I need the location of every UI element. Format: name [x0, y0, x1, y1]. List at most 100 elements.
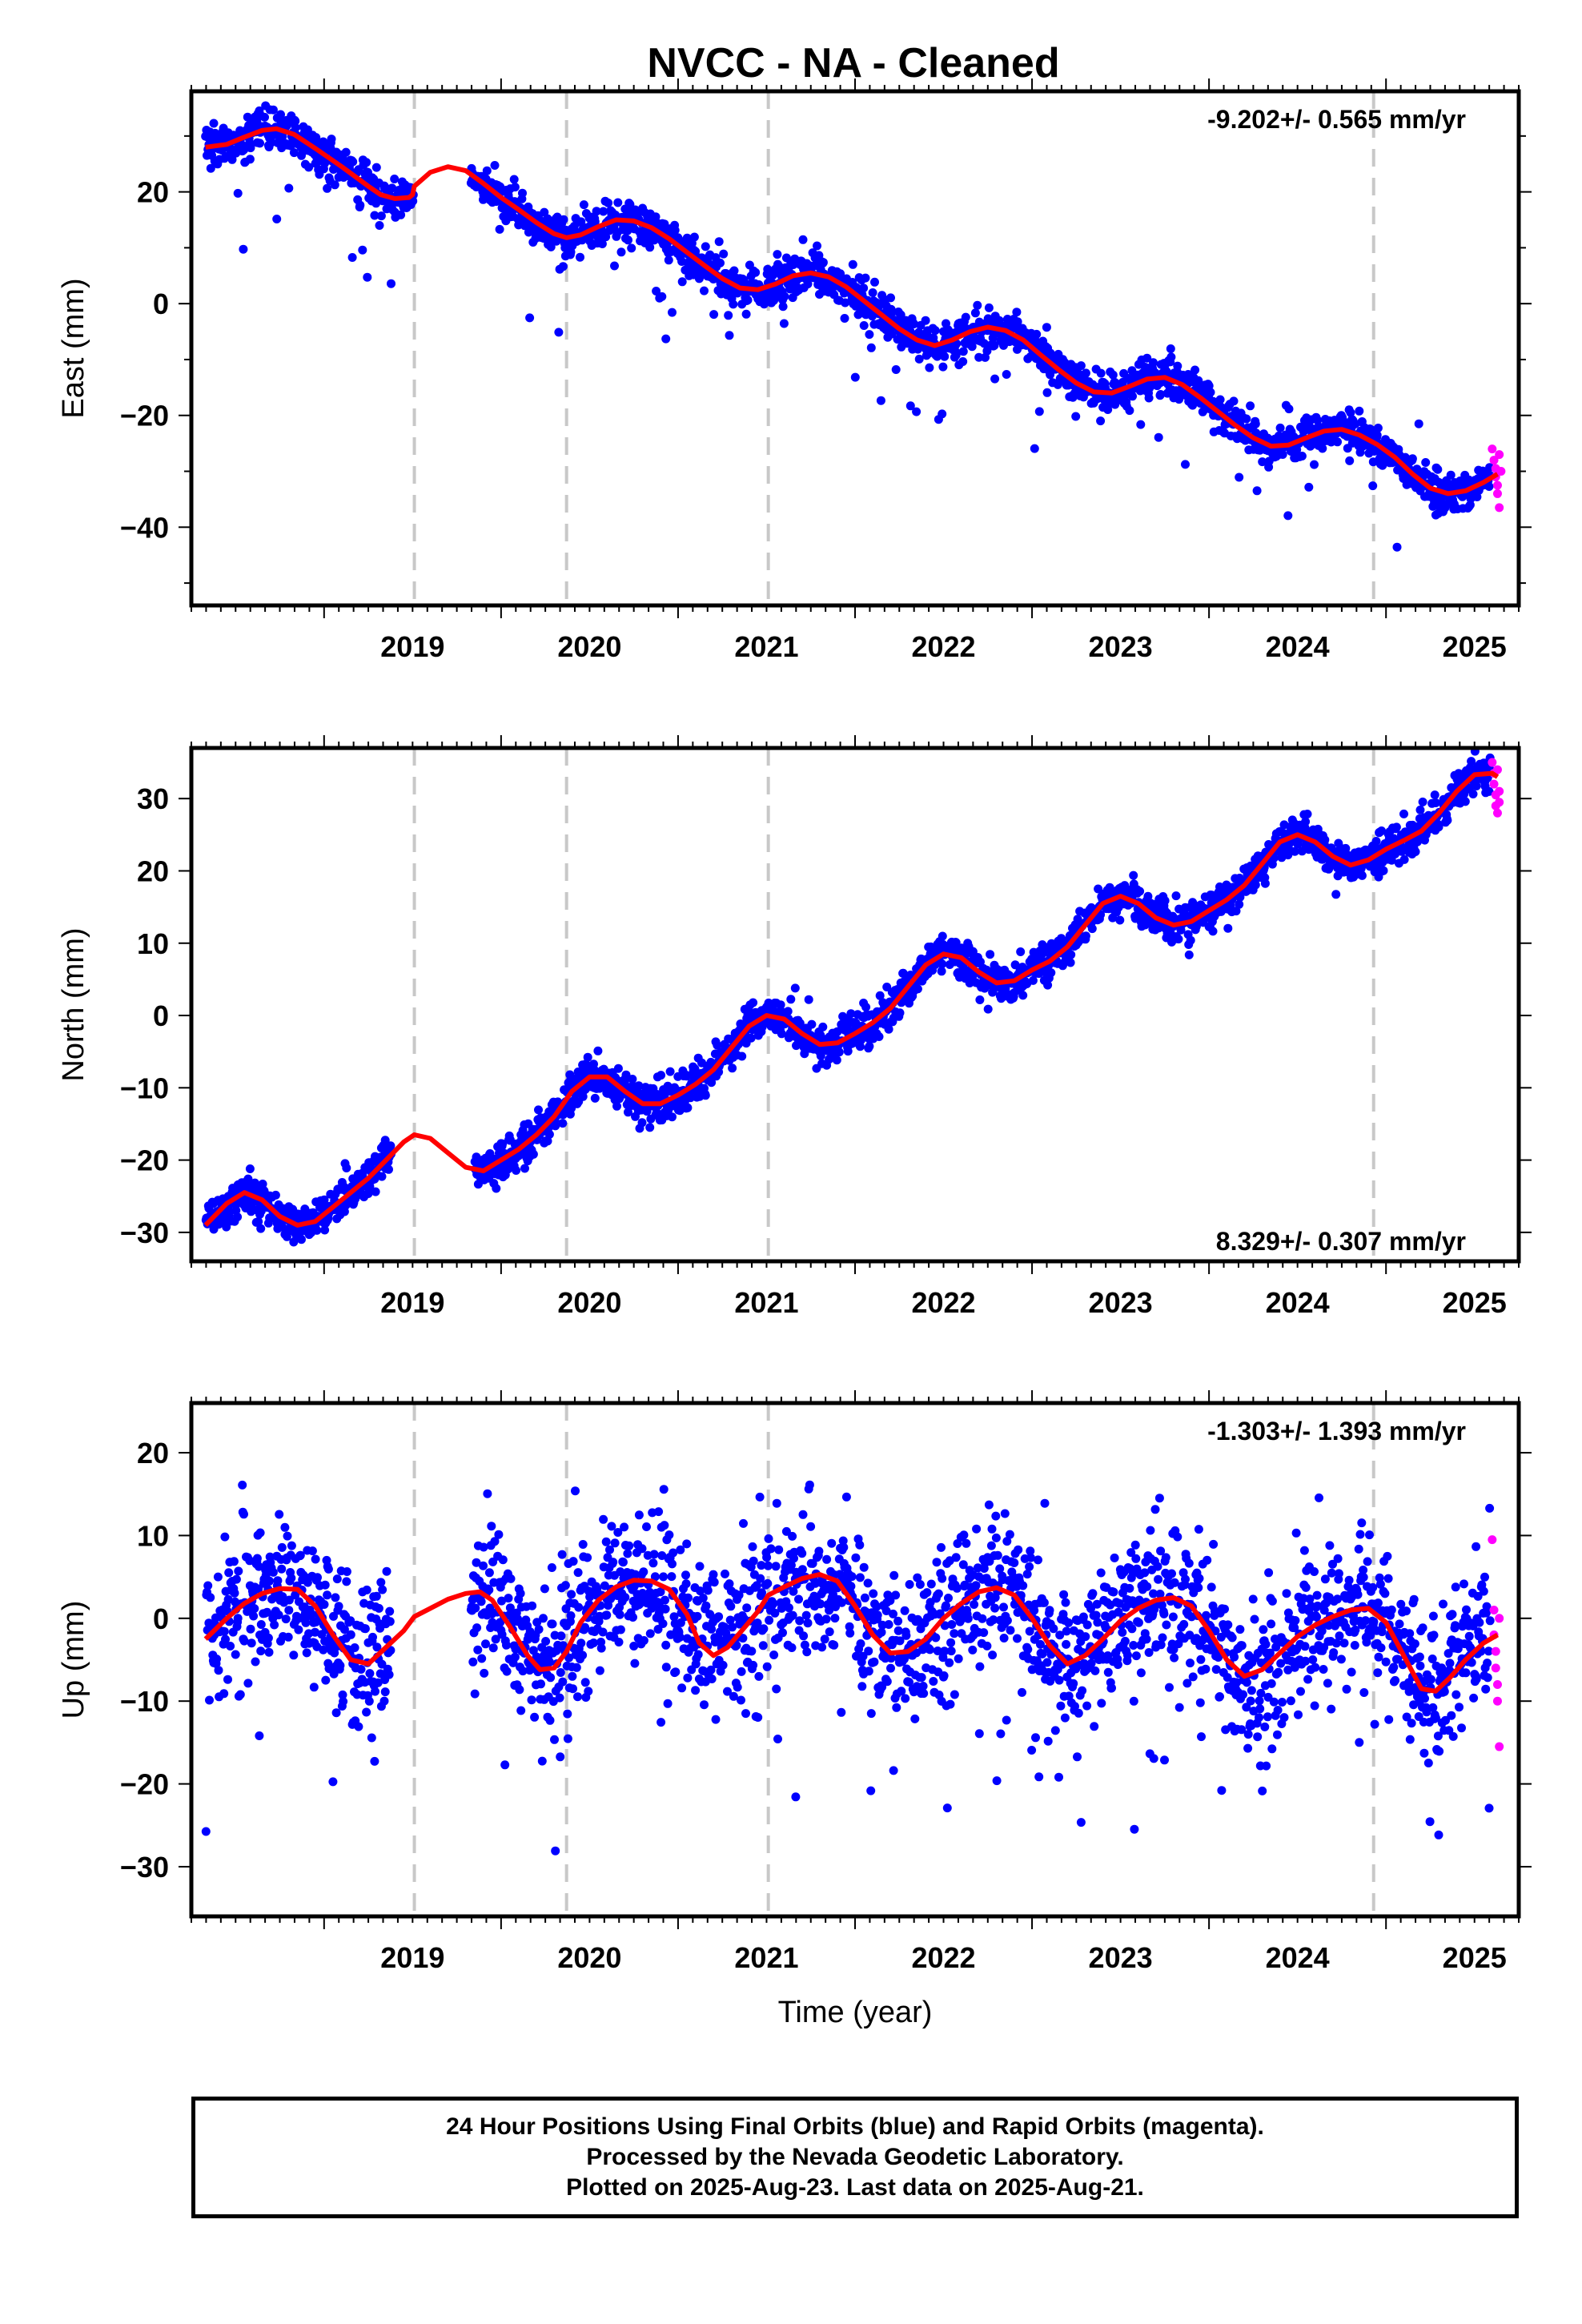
- data-point: [280, 1522, 290, 1532]
- data-point: [1468, 790, 1478, 798]
- data-point: [551, 1121, 560, 1131]
- data-point: [544, 1130, 554, 1139]
- data-point: [728, 1063, 737, 1073]
- data-point: [1345, 456, 1355, 465]
- data-point: [230, 1588, 239, 1598]
- data-point: [510, 183, 520, 192]
- data-point: [749, 998, 758, 1007]
- data-point: [937, 967, 946, 976]
- data-point: [354, 1722, 363, 1731]
- data-point: [263, 1607, 272, 1617]
- data-point: [1030, 444, 1039, 453]
- data-point: [1034, 407, 1044, 416]
- data-point: [319, 137, 328, 147]
- data-point: [512, 1166, 521, 1175]
- data-point: [865, 1042, 874, 1051]
- data-point: [287, 1541, 296, 1550]
- data-point: [386, 1141, 396, 1151]
- data-point: [604, 198, 613, 207]
- data-point: [294, 1625, 303, 1634]
- data-point: [396, 210, 406, 219]
- plot-frame: [189, 746, 1521, 1264]
- data-point: [1284, 404, 1294, 414]
- x-tick-label: 2021: [734, 1286, 798, 1319]
- data-point: [1320, 835, 1330, 845]
- data-point: [1144, 393, 1154, 403]
- data-point: [686, 1093, 695, 1103]
- data-point: [1484, 786, 1494, 796]
- data-point: [342, 1577, 351, 1586]
- data-point: [868, 288, 877, 297]
- data-point: [382, 1566, 391, 1576]
- data-point: [1166, 352, 1176, 362]
- data-point: [1136, 420, 1146, 429]
- data-point: [541, 1637, 551, 1646]
- data-point: [477, 1654, 487, 1663]
- data-point: [1242, 414, 1251, 424]
- data-point: [246, 1624, 255, 1634]
- data-point: [476, 1597, 486, 1606]
- data-point: [530, 1712, 540, 1722]
- data-point: [743, 296, 753, 305]
- data-point: [625, 199, 635, 209]
- data-point: [1012, 308, 1022, 317]
- data-point: [1304, 482, 1314, 492]
- data-point: [233, 188, 243, 198]
- data-point: [556, 1631, 566, 1641]
- data-point: [525, 313, 535, 323]
- data-point: [368, 1632, 377, 1642]
- data-point: [554, 328, 564, 337]
- data-point: [746, 1033, 756, 1043]
- data-point: [254, 1562, 263, 1571]
- rapid-data-point: [1492, 765, 1502, 774]
- data-point: [737, 1051, 747, 1061]
- data-point: [1076, 361, 1086, 371]
- data-point: [1421, 458, 1431, 467]
- data-point: [1229, 396, 1239, 406]
- data-point: [683, 1103, 693, 1112]
- data-point: [546, 1673, 556, 1683]
- data-point: [1446, 470, 1456, 480]
- data-point: [1173, 361, 1182, 371]
- data-point: [543, 1136, 552, 1146]
- data-point: [320, 1225, 330, 1235]
- data-point: [1278, 450, 1287, 459]
- data-point: [729, 300, 738, 309]
- rapid-data-point: [1495, 786, 1504, 796]
- data-point: [258, 1180, 267, 1188]
- final-orbit-points: [201, 1480, 1495, 1856]
- data-point: [1231, 907, 1241, 916]
- plot-frame: [189, 89, 1521, 608]
- data-point: [813, 241, 821, 251]
- data-point: [1246, 401, 1255, 411]
- data-point: [267, 138, 276, 147]
- data-point: [1391, 822, 1401, 832]
- data-point: [1174, 395, 1184, 404]
- data-point: [1251, 880, 1260, 890]
- data-point: [1208, 927, 1218, 936]
- data-point: [283, 1531, 292, 1541]
- data-point: [876, 396, 885, 405]
- data-point: [556, 1752, 565, 1762]
- data-point: [1149, 358, 1158, 368]
- data-point: [1120, 881, 1130, 891]
- data-point: [1467, 757, 1476, 766]
- data-point: [1303, 810, 1312, 818]
- data-point: [1392, 542, 1402, 552]
- data-point: [593, 1046, 603, 1055]
- data-point: [268, 1567, 278, 1577]
- data-point: [348, 157, 358, 167]
- x-tick-label: 2020: [557, 1286, 621, 1319]
- data-point: [295, 1550, 305, 1560]
- data-point: [1043, 980, 1053, 990]
- data-point: [547, 1563, 556, 1572]
- data-point: [385, 1606, 395, 1616]
- model-fit-line: [205, 126, 1500, 497]
- rapid-data-point: [1489, 456, 1499, 465]
- data-point: [1269, 853, 1279, 862]
- data-point: [291, 116, 300, 126]
- data-point: [251, 1657, 260, 1667]
- data-point: [875, 991, 885, 1000]
- data-point: [568, 1671, 577, 1681]
- data-point: [277, 1564, 287, 1574]
